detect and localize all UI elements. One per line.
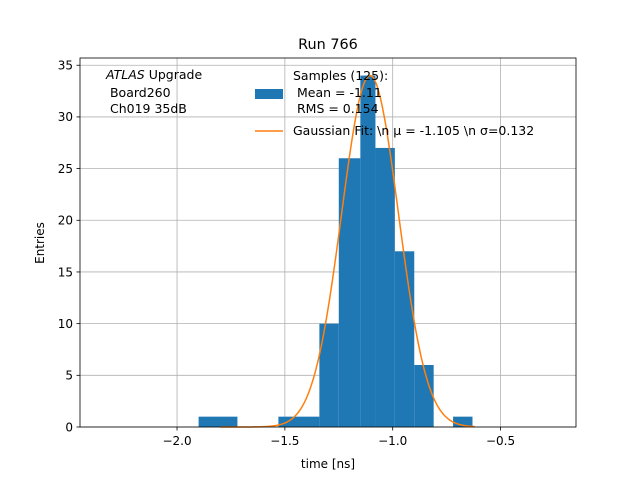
plot-frame — [79, 57, 577, 428]
x-tick-label: −1.5 — [270, 434, 299, 448]
chart-title: Run 766 — [298, 37, 358, 53]
histogram-bar — [319, 323, 339, 427]
y-tick-label: 25 — [58, 162, 73, 176]
y-tick-label: 20 — [58, 214, 73, 228]
legend-samples-line-3: RMS = 0.154 — [293, 101, 379, 116]
atlas-annotation: ATLAS Upgrade Board260 Ch019 35dB — [105, 67, 202, 116]
legend-fit-label: Gaussian Fit: \n μ = -1.105 \n σ=0.132 — [293, 123, 534, 138]
histogram-bar — [278, 416, 320, 427]
y-tick-label: 0 — [65, 420, 73, 434]
legend-samples-patch — [255, 89, 283, 99]
atlas-upgrade: Upgrade — [145, 67, 203, 82]
y-tick-label: 10 — [58, 317, 73, 331]
histogram-bar — [375, 147, 395, 427]
histogram-bar — [338, 158, 361, 427]
histogram-bar — [198, 416, 238, 427]
histogram-bar — [360, 75, 376, 428]
legend-samples-line-1: Samples (125): — [293, 68, 388, 83]
y-tick-label: 5 — [65, 369, 73, 383]
x-axis-label: time [ns] — [301, 457, 355, 471]
x-tick-label: −1.0 — [378, 434, 407, 448]
y-tick-label: 30 — [58, 110, 73, 124]
y-tick-label: 35 — [58, 59, 73, 73]
atlas-channel: Ch019 35dB — [106, 101, 187, 116]
histogram-bar — [394, 251, 415, 427]
legend-samples-line-2: Mean = -1.11 — [293, 85, 382, 100]
atlas-line-1: ATLAS Upgrade — [105, 67, 202, 82]
x-tick-label: −2.0 — [162, 434, 191, 448]
atlas-italic: ATLAS — [105, 67, 145, 82]
atlas-board: Board260 — [106, 85, 171, 100]
x-axis-ticks: −2.0 −1.5 −1.0 −0.5 — [162, 427, 515, 448]
y-axis-label: Entries — [33, 222, 47, 264]
histogram-bar — [453, 416, 473, 427]
x-tick-label: −0.5 — [486, 434, 515, 448]
y-tick-label: 15 — [58, 265, 73, 279]
histogram-bar — [414, 364, 434, 427]
legend: Samples (125): Mean = -1.11 RMS = 0.154 … — [255, 68, 534, 138]
y-axis-ticks: 0 5 10 15 20 25 30 35 — [58, 59, 80, 434]
